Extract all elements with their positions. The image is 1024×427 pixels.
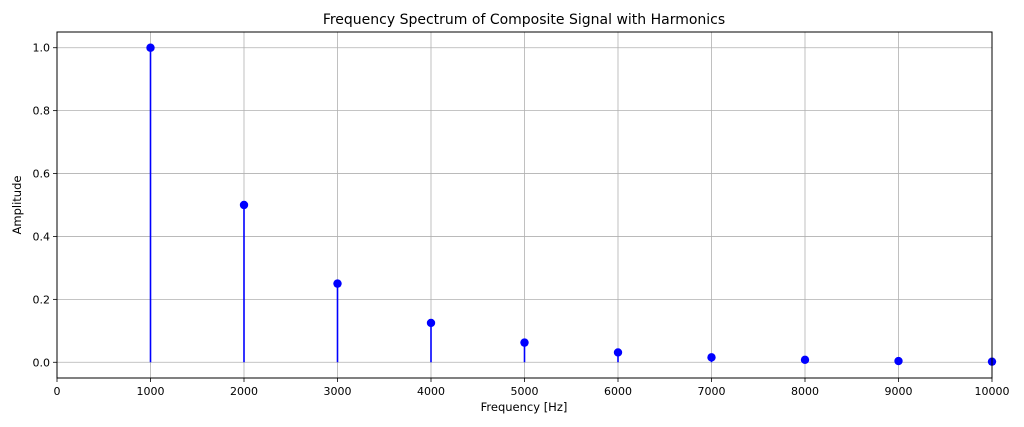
stem-marker [613, 348, 623, 357]
x-tick-label: 4000 [417, 385, 445, 398]
y-axis-label: Amplitude [10, 176, 24, 235]
y-tick-label: 0.2 [33, 293, 51, 306]
x-tick-label: 1000 [137, 385, 165, 398]
x-axis-label: Frequency [Hz] [481, 400, 568, 414]
x-tick-label: 7000 [698, 385, 726, 398]
stem-marker [146, 43, 155, 52]
x-tick-label: 8000 [791, 385, 819, 398]
x-tick-label: 6000 [604, 385, 632, 398]
stem-marker [800, 355, 810, 365]
chart-title: Frequency Spectrum of Composite Signal w… [323, 12, 725, 28]
stems [149, 47, 993, 363]
stem-marker [520, 338, 529, 347]
x-tick-label: 9000 [885, 385, 913, 398]
y-tick-label: 0.6 [33, 168, 51, 181]
stem-marker [894, 356, 903, 366]
x-axis-ticks: 0 1000 2000 3000 4000 5000 6000 7000 8000 9000 100… [54, 378, 1010, 398]
x-tick-label: 10000 [975, 385, 1010, 398]
stem-marker [426, 318, 436, 328]
stem-marker [707, 353, 716, 362]
x-tick-label: 3000 [324, 385, 352, 398]
y-tick-label: 0.4 [33, 230, 51, 243]
x-tick-label: 0 [54, 385, 61, 398]
y-axis-ticks: 0.0 0.2 0.4 0.6 0.8 1.0 [33, 42, 57, 369]
grid [56, 32, 993, 378]
y-tick-label: 1.0 [33, 42, 51, 55]
y-tick-label: 0.0 [33, 356, 51, 369]
stem-marker [333, 279, 342, 288]
y-tick-label: 0.8 [33, 105, 51, 118]
stem-marker [239, 200, 249, 210]
x-tick-label: 2000 [230, 385, 258, 398]
markers [146, 43, 997, 366]
x-tick-label: 5000 [511, 385, 539, 398]
